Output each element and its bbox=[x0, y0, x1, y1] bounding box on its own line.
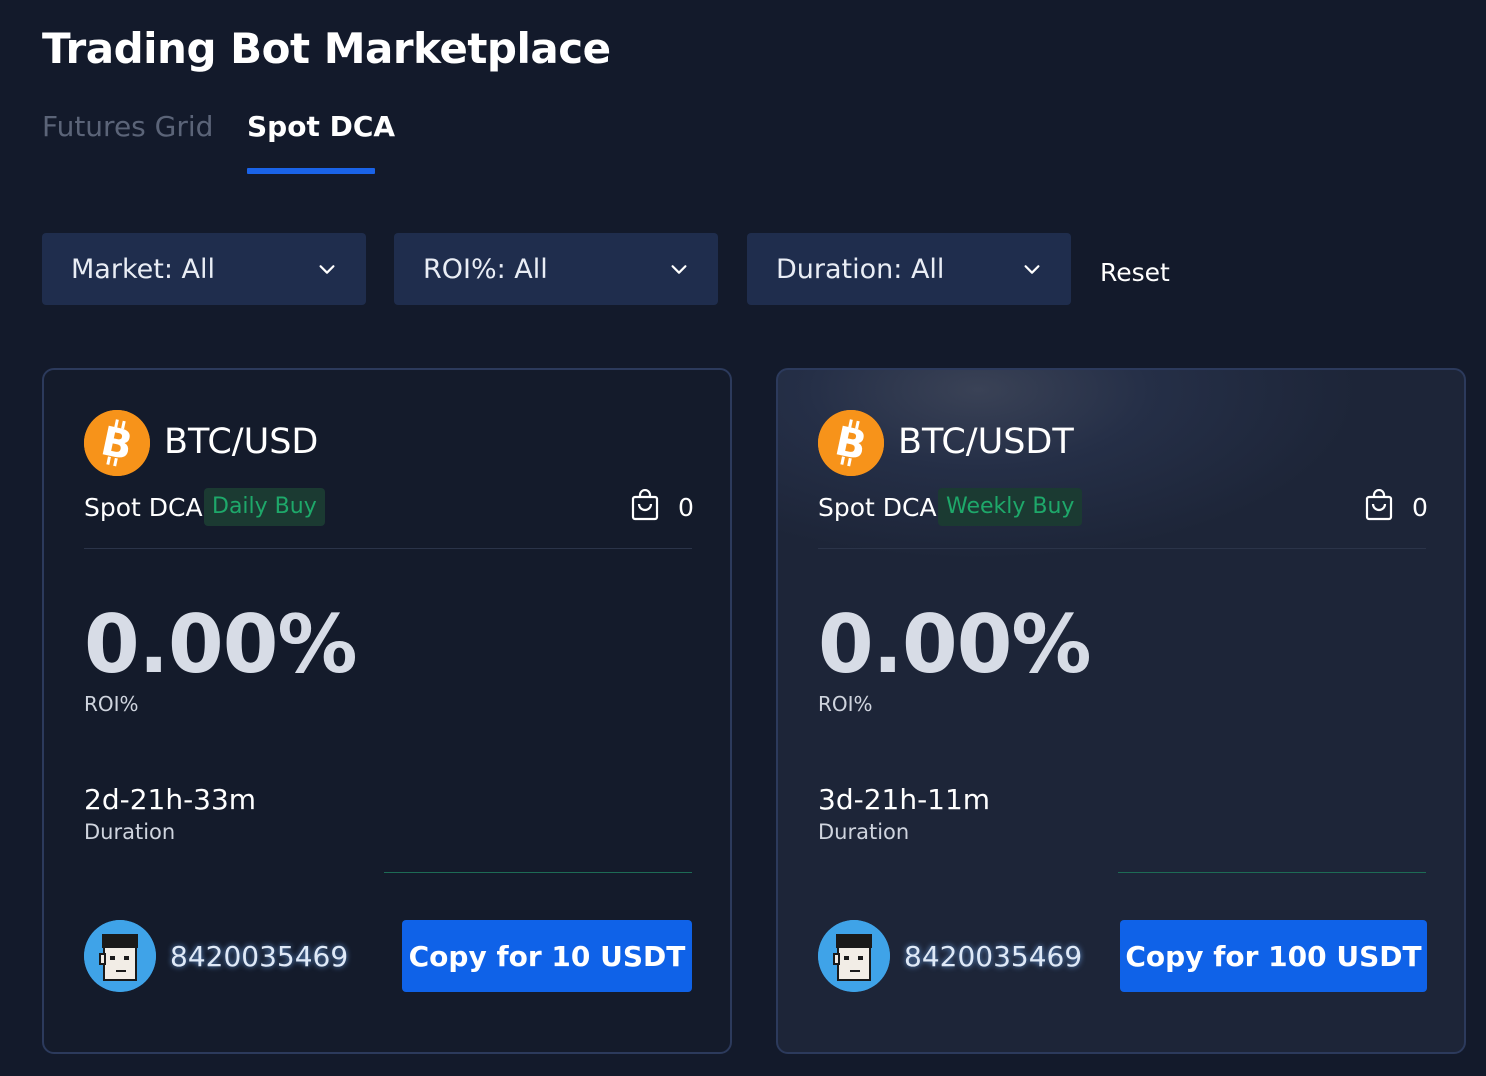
roi-filter-label: ROI%: All bbox=[423, 253, 548, 285]
copies-count: 0 bbox=[678, 493, 694, 522]
market-filter-dropdown[interactable]: Market: All bbox=[42, 233, 366, 305]
frequency-badge: Weekly Buy bbox=[938, 488, 1083, 526]
copy-bot-button[interactable]: Copy for 100 USDT bbox=[1120, 920, 1427, 992]
avatar[interactable] bbox=[818, 920, 890, 992]
bot-card[interactable]: B BTC/USDT Spot DCA Weekly Buy 0 0.00% R… bbox=[776, 368, 1466, 1054]
shopping-bag-icon bbox=[631, 489, 659, 521]
bot-card[interactable]: B BTC/USD Spot DCA Daily Buy 0 0.00% ROI… bbox=[42, 368, 732, 1054]
reset-filters-button[interactable]: Reset bbox=[1100, 258, 1170, 287]
duration-value: 3d-21h-11m bbox=[818, 783, 991, 816]
chevron-down-icon bbox=[671, 265, 687, 274]
copy-bot-button[interactable]: Copy for 10 USDT bbox=[402, 920, 692, 992]
roi-filter-dropdown[interactable]: ROI%: All bbox=[394, 233, 718, 305]
trading-pair: BTC/USD bbox=[164, 422, 319, 462]
duration-filter-dropdown[interactable]: Duration: All bbox=[747, 233, 1071, 305]
duration-value: 2d-21h-33m bbox=[84, 783, 257, 816]
trading-pair: BTC/USDT bbox=[898, 422, 1074, 462]
performance-line bbox=[1118, 872, 1426, 873]
page-title: Trading Bot Marketplace bbox=[42, 24, 611, 73]
tab-futures-grid[interactable]: Futures Grid bbox=[42, 110, 214, 143]
bot-type-label: Spot DCA bbox=[818, 493, 937, 522]
roi-label: ROI% bbox=[84, 692, 139, 716]
divider bbox=[818, 548, 1426, 549]
performance-line bbox=[384, 872, 692, 873]
tab-spot-dca[interactable]: Spot DCA bbox=[247, 110, 396, 143]
duration-filter-label: Duration: All bbox=[776, 253, 945, 285]
divider bbox=[84, 548, 692, 549]
market-filter-label: Market: All bbox=[71, 253, 215, 285]
duration-label: Duration bbox=[818, 820, 910, 844]
roi-label: ROI% bbox=[818, 692, 873, 716]
user-id-link[interactable]: 8420035469 bbox=[904, 940, 1083, 973]
bitcoin-icon: B bbox=[84, 410, 150, 476]
roi-value: 0.00% bbox=[84, 598, 358, 691]
bot-type-label: Spot DCA bbox=[84, 493, 203, 522]
bitcoin-icon: B bbox=[818, 410, 884, 476]
active-tab-indicator bbox=[247, 168, 375, 174]
copies-count: 0 bbox=[1412, 493, 1428, 522]
chevron-down-icon bbox=[319, 265, 335, 274]
avatar[interactable] bbox=[84, 920, 156, 992]
user-id-link[interactable]: 8420035469 bbox=[170, 940, 349, 973]
chevron-down-icon bbox=[1024, 265, 1040, 274]
duration-label: Duration bbox=[84, 820, 176, 844]
roi-value: 0.00% bbox=[818, 598, 1092, 691]
frequency-badge: Daily Buy bbox=[204, 488, 325, 526]
shopping-bag-icon bbox=[1365, 489, 1393, 521]
